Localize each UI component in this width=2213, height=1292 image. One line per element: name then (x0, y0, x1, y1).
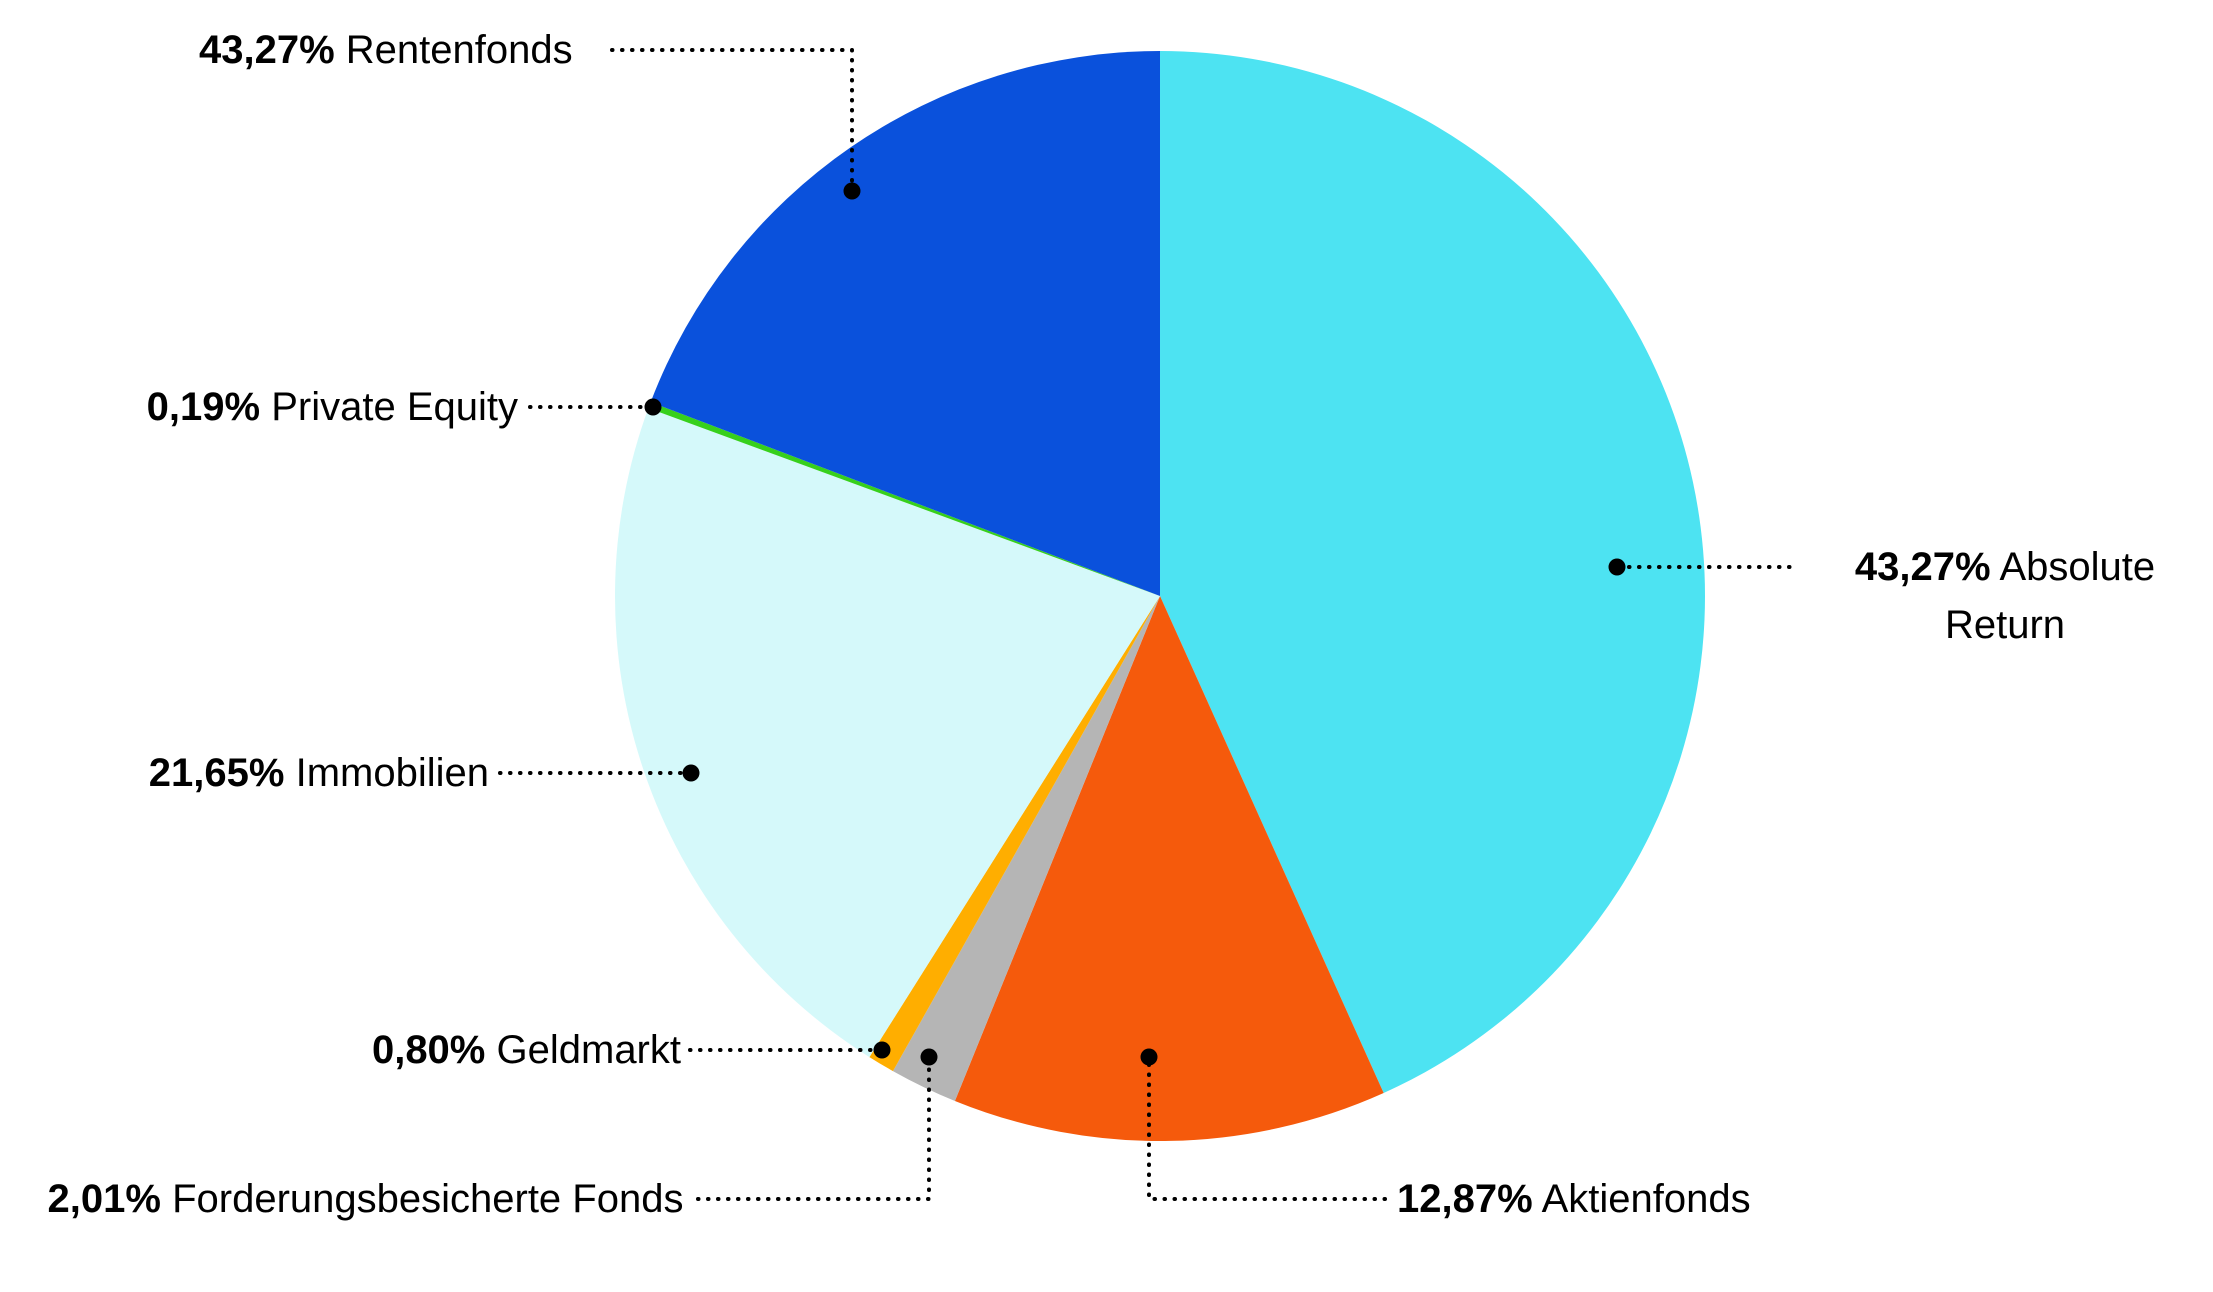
leader-line-aktienfonds (1147, 1055, 1387, 1201)
label-geldmarkt-name: Geldmarkt (496, 1028, 682, 1072)
leader-line-rentenfonds (610, 48, 854, 193)
leader-dot-geldmarkt (873, 1041, 891, 1059)
label-immobilien: 21,65% Immobilien (149, 744, 489, 802)
label-absolute-return: 43,27% Absolute Return (1809, 538, 2201, 654)
label-geldmarkt-pct: 0,80% (371, 1028, 486, 1072)
label-forderungsbesicherte-fonds-name: Forderungsbesicherte Fonds (172, 1177, 684, 1221)
label-rentenfonds-name: Rentenfonds (345, 28, 573, 72)
leader-dot-aktienfonds (1140, 1048, 1158, 1066)
leader-dot-forderungsbesicherte-fonds (920, 1048, 938, 1066)
leader-dot-rentenfonds (843, 182, 861, 200)
leader-line-forderungsbesicherte-fonds (696, 1055, 931, 1201)
pie-slice-forderungsbesicherte-fonds (892, 596, 1160, 1101)
label-private-equity-name: Private Equity (271, 385, 518, 429)
label-aktienfonds-pct: 12,87% (1397, 1177, 1533, 1221)
label-private-equity-pct: 0,19% (146, 385, 261, 429)
label-aktienfonds-name: Aktienfonds (1541, 1177, 1751, 1221)
pie-slice-aktienfonds (954, 596, 1384, 1142)
label-immobilien-name: Immobilien (295, 751, 489, 795)
pie-slices (615, 51, 1706, 1142)
label-rentenfonds-pct: 43,27% (199, 28, 335, 72)
label-immobilien-pct: 21,65% (148, 751, 285, 795)
leader-dot-immobilien (682, 764, 700, 782)
leader-dot-absolute-return (1608, 558, 1626, 576)
label-rentenfonds: 43,27% Rentenfonds (199, 21, 573, 79)
label-forderungsbesicherte-fonds: 2,01% Forderungsbesicherte Fonds (43, 1170, 688, 1228)
pie-slice-absolute-return (1160, 51, 1706, 1093)
label-absolute-return-pct: 43,27% (1854, 545, 1991, 589)
label-forderungsbesicherte-fonds-pct: 2,01% (47, 1177, 161, 1221)
label-geldmarkt: 0,80% Geldmarkt (372, 1021, 681, 1079)
label-aktienfonds: 12,87% Aktienfonds (1397, 1170, 1751, 1228)
label-absolute-return-name: Absolute Return (1944, 545, 2156, 647)
pie-slice-immobilien (615, 408, 1160, 1058)
pie-slice-rentenfonds (650, 51, 1160, 596)
leader-dot-private-equity (644, 398, 662, 416)
pie-slice-private-equity (648, 402, 1160, 596)
label-private-equity: 0,19% Private Equity (147, 378, 518, 436)
pie-slice-geldmarkt (869, 596, 1160, 1072)
